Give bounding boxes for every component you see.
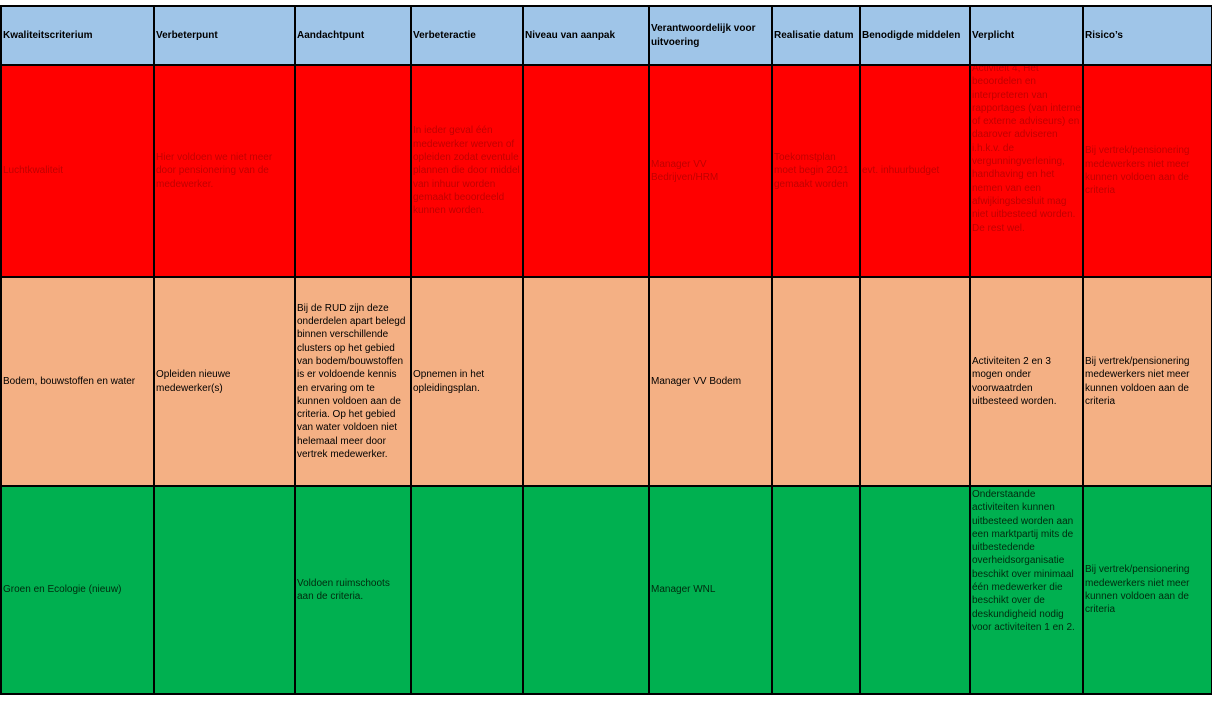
cell-niveau [522, 276, 650, 487]
cell-criterium: Bodem, bouwstoffen en water [0, 276, 155, 487]
quality-criteria-table: Kwaliteitscriterium Verbeterpunt Aandach… [0, 5, 1212, 695]
cell-verbeterpunt: Hier voldoen we niet meer door pensioner… [153, 64, 296, 278]
header-aandachtpunt: Aandachtpunt [294, 5, 412, 66]
header-row: Kwaliteitscriterium Verbeterpunt Aandach… [0, 5, 1212, 66]
cell-verantwoordelijk: Manager WNL [648, 485, 773, 695]
cell-verbeterpunt: Opleiden nieuwe medewerker(s) [153, 276, 296, 487]
table-row-luchtkwaliteit: Luchtkwaliteit Hier voldoen we niet meer… [0, 64, 1212, 278]
cell-middelen [859, 485, 971, 695]
cell-verantwoordelijk: Manager VV Bodem [648, 276, 773, 487]
cell-realisatie [771, 485, 861, 695]
cell-verplicht: Onderstaande activiteiten kunnen uitbest… [969, 485, 1084, 695]
cell-middelen [859, 276, 971, 487]
cell-risicos: Bij vertrek/pensionering medewerkers nie… [1082, 64, 1212, 278]
header-verbeteractie: Verbeteractie [410, 5, 524, 66]
header-risicos: Risico’s [1082, 5, 1212, 66]
cell-middelen: evt. inhuurbudget [859, 64, 971, 278]
cell-verplicht-text: Activiteit 4, Het beoordelen en interpre… [972, 66, 1081, 234]
cell-niveau [522, 485, 650, 695]
table-row-bodem: Bodem, bouwstoffen en water Opleiden nie… [0, 276, 1212, 487]
cell-criterium: Luchtkwaliteit [0, 64, 155, 278]
cell-verplicht: Activiteiten 2 en 3 mogen onder voorwaat… [969, 276, 1084, 487]
cell-verbeterpunt [153, 485, 296, 695]
header-niveau-van-aanpak: Niveau van aanpak [522, 5, 650, 66]
cell-risicos: Bij vertrek/pensionering medewerkers nie… [1082, 276, 1212, 487]
cell-verbeteractie: Opnemen in het opleidingsplan. [410, 276, 524, 487]
header-kwaliteitscriterium: Kwaliteitscriterium [0, 5, 155, 66]
header-realisatie-datum: Realisatie datum [771, 5, 861, 66]
cell-verplicht: Activiteit 4, Het beoordelen en interpre… [969, 64, 1084, 278]
cell-risicos: Bij vertrek/pensionering medewerkers nie… [1082, 485, 1212, 695]
cell-niveau [522, 64, 650, 278]
cell-verplicht-text: Onderstaande activiteiten kunnen uitbest… [972, 489, 1075, 633]
cell-realisatie: Toekomstplan moet begin 2021 gemaakt wor… [771, 64, 861, 278]
cell-aandachtpunt [294, 64, 412, 278]
cell-verbeteractie [410, 485, 524, 695]
cell-verbeteractie: In ieder geval één medewerker werven of … [410, 64, 524, 278]
header-verbeterpunt: Verbeterpunt [153, 5, 296, 66]
table-row-groen-ecologie: Groen en Ecologie (nieuw) Voldoen ruimsc… [0, 485, 1212, 695]
cell-realisatie [771, 276, 861, 487]
header-verantwoordelijk: Verantwoordelijk voor uitvoering [648, 5, 773, 66]
header-benodigde-middelen: Benodigde middelen [859, 5, 971, 66]
header-verplicht: Verplicht [969, 5, 1084, 66]
cell-verantwoordelijk: Manager VV Bedrijven/HRM [648, 64, 773, 278]
cell-aandachtpunt: Voldoen ruimschoots aan de criteria. [294, 485, 412, 695]
cell-criterium: Groen en Ecologie (nieuw) [0, 485, 155, 695]
cell-aandachtpunt: Bij de RUD zijn deze onderdelen apart be… [294, 276, 412, 487]
